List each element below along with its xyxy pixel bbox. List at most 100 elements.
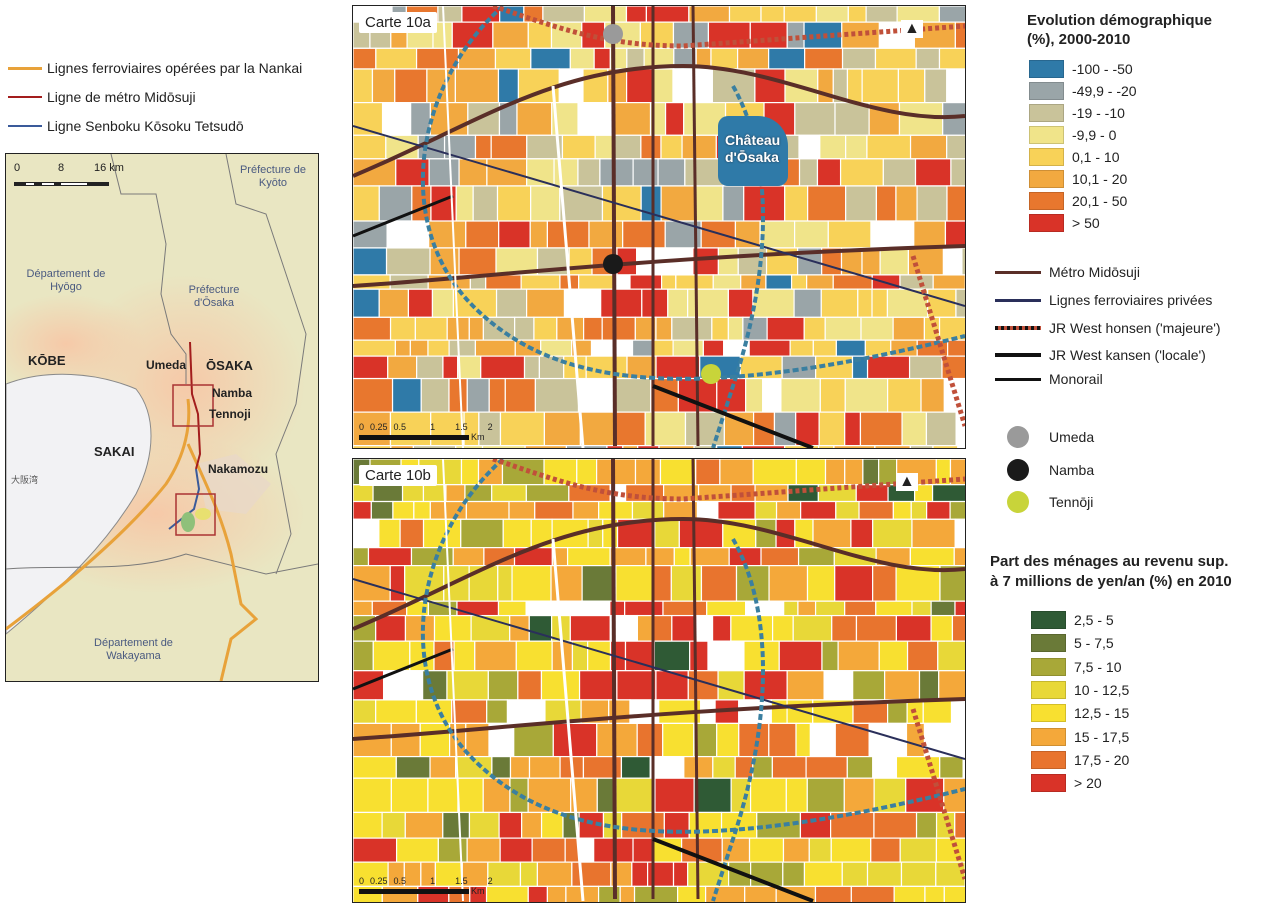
legend-class: 7,5 - 10 bbox=[1031, 657, 1121, 677]
census-block bbox=[650, 377, 679, 413]
station-legend-item: Tennōji bbox=[995, 491, 1093, 513]
rail-line bbox=[442, 6, 464, 448]
label-kobe: KŌBE bbox=[28, 353, 66, 368]
census-block bbox=[898, 101, 944, 136]
legend-class: 2,5 - 5 bbox=[1031, 610, 1114, 630]
scale-tick: 0.25 bbox=[370, 876, 388, 886]
network-legend-label: JR West kansen ('locale') bbox=[1049, 347, 1206, 363]
midosuji-line bbox=[189, 341, 202, 470]
legend-swatch bbox=[1029, 82, 1064, 100]
rail-line bbox=[611, 459, 617, 900]
station-legend-item: Umeda bbox=[995, 426, 1094, 448]
census-block bbox=[496, 185, 532, 222]
station-legend-label: Umeda bbox=[1049, 429, 1095, 445]
legend-class: -49,9 - -20 bbox=[1029, 81, 1137, 101]
rail-line bbox=[421, 6, 965, 381]
scale-tick: 1.5 bbox=[455, 876, 468, 886]
station-legend-label: Tennōji bbox=[1049, 494, 1094, 510]
census-block bbox=[727, 288, 754, 318]
census-block bbox=[615, 565, 655, 602]
legend-swatch bbox=[1029, 60, 1064, 78]
legend-b-title-1: Part des ménages au revenu sup. bbox=[990, 553, 1229, 570]
legend-class: 15 - 17,5 bbox=[1031, 727, 1129, 747]
scale-tick: 0 bbox=[359, 876, 365, 886]
legend-class-label: -19 - -10 bbox=[1072, 105, 1125, 121]
network-legend-label: Lignes ferroviaires privées bbox=[1049, 292, 1213, 308]
inset-scale-16: 16 km bbox=[94, 162, 124, 174]
scale-tick: 1 bbox=[430, 876, 436, 886]
census-block bbox=[353, 445, 392, 448]
station-legend-label: Namba bbox=[1049, 462, 1095, 478]
rail-line bbox=[611, 6, 617, 447]
map-10b-label: Carte 10b bbox=[359, 465, 437, 486]
census-block bbox=[482, 777, 511, 814]
legend-class-label: > 20 bbox=[1074, 775, 1102, 792]
rail-line bbox=[421, 459, 965, 834]
census-block bbox=[472, 185, 499, 222]
label-osaka-bay: 大阪湾 bbox=[11, 475, 39, 485]
census-block bbox=[932, 445, 959, 448]
census-block bbox=[716, 445, 743, 448]
census-block bbox=[937, 640, 965, 672]
scale-tick: 0.5 bbox=[393, 422, 407, 432]
senboku-line-label: Ligne Senboku Kōsoku Tetsudō bbox=[47, 118, 244, 134]
census-block bbox=[578, 811, 605, 839]
station-dot-icon bbox=[1007, 491, 1029, 513]
legend-class-label: -100 - -50 bbox=[1072, 61, 1133, 77]
census-block bbox=[637, 445, 660, 448]
north-arrow-icon: ▲ bbox=[901, 20, 923, 38]
network-legend-item: Lignes ferroviaires privées bbox=[995, 292, 1212, 308]
label-hyogo: Département de Hyōgo bbox=[26, 268, 106, 293]
legend-swatch bbox=[1029, 170, 1064, 188]
label-tennoji: Tennoji bbox=[209, 407, 251, 421]
census-block bbox=[949, 500, 965, 520]
census-block bbox=[738, 722, 770, 758]
scale-unit: Km bbox=[471, 432, 485, 442]
census-block bbox=[924, 885, 945, 902]
legend-class-label: 10 - 12,5 bbox=[1074, 681, 1130, 698]
census-block bbox=[534, 377, 580, 413]
census-block bbox=[577, 101, 616, 136]
rail-line bbox=[353, 516, 965, 631]
legend-a-title-1: Evolution démographique bbox=[1027, 12, 1213, 29]
census-block bbox=[633, 885, 679, 902]
rail-line bbox=[551, 538, 585, 902]
census-block bbox=[353, 288, 380, 318]
census-block bbox=[693, 445, 718, 448]
station-umeda-marker bbox=[603, 24, 623, 44]
census-block bbox=[390, 445, 414, 448]
census-block bbox=[954, 811, 965, 839]
midosuji-line-label: Ligne de métro Midōsuji bbox=[47, 89, 196, 105]
legend-swatch bbox=[1031, 634, 1066, 653]
inset-scale-8: 8 bbox=[58, 162, 65, 174]
census-block bbox=[353, 565, 391, 602]
census-block bbox=[515, 640, 553, 672]
network-line-swatch bbox=[995, 298, 1041, 302]
rail-line bbox=[353, 125, 965, 307]
census-block bbox=[744, 885, 777, 902]
legend-swatch bbox=[1031, 774, 1066, 793]
rail-line bbox=[652, 837, 814, 902]
legend-swatch bbox=[1031, 680, 1066, 699]
legend-class: 20,1 - 50 bbox=[1029, 191, 1127, 211]
census-block bbox=[486, 158, 528, 187]
rail-line bbox=[353, 244, 965, 288]
census-block bbox=[378, 288, 410, 318]
legend-swatch bbox=[1029, 126, 1064, 144]
census-block bbox=[658, 445, 695, 448]
census-block bbox=[961, 247, 965, 276]
legend-swatch bbox=[1031, 657, 1066, 676]
legend-class-label: 5 - 7,5 bbox=[1074, 635, 1114, 652]
census-block bbox=[619, 885, 636, 902]
census-block bbox=[954, 21, 965, 49]
rail-line bbox=[711, 538, 765, 902]
census-block bbox=[962, 755, 965, 779]
legend-class-label: 7,5 - 10 bbox=[1074, 658, 1122, 675]
station-legend-item: Namba bbox=[995, 459, 1094, 481]
midosuji-line-swatch bbox=[8, 96, 42, 98]
census-block bbox=[578, 670, 618, 701]
network-line-swatch bbox=[995, 353, 1041, 357]
network-legend-item: JR West kansen ('locale') bbox=[995, 347, 1206, 363]
legend-class: -19 - -10 bbox=[1029, 103, 1125, 123]
census-block bbox=[955, 411, 965, 447]
